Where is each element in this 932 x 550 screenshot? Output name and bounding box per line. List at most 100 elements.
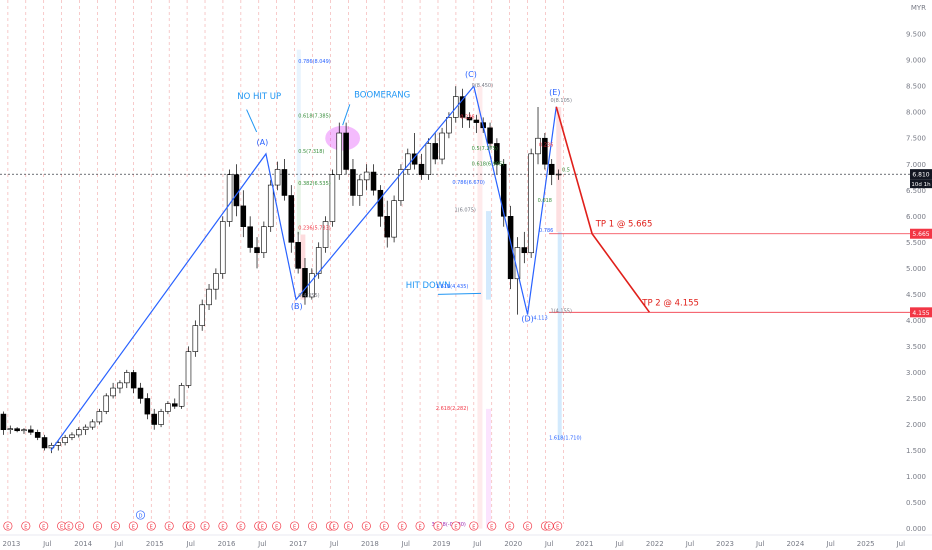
candle: [528, 148, 534, 258]
earnings-marker-label: E: [436, 524, 439, 530]
time-tick: Jul: [42, 540, 52, 548]
candle-body: [41, 437, 48, 449]
candle: [494, 138, 500, 175]
candle: [219, 216, 226, 279]
fib-label: 1.618(1.710): [549, 436, 582, 442]
time-tick: Jul: [401, 540, 411, 548]
candle-body: [28, 429, 34, 433]
candle-body: [0, 413, 7, 431]
last-price-badge: [910, 169, 932, 180]
candle: [96, 408, 103, 425]
candle-body: [535, 137, 541, 155]
price-tick: 1.000: [906, 473, 926, 481]
candle: [21, 428, 27, 434]
earnings-marker-label: E: [221, 524, 224, 530]
fib-band-green: [296, 179, 301, 235]
candle-body: [103, 395, 109, 412]
fib-label: 0.5: [562, 168, 570, 174]
candle: [199, 299, 205, 331]
fib-label: 0.618: [538, 198, 552, 204]
price-tick: 4.000: [906, 317, 926, 325]
earnings-marker-label: E: [132, 524, 135, 530]
candle-body: [213, 273, 219, 290]
earnings-marker-label: E: [454, 524, 457, 530]
time-tick: Jul: [185, 540, 195, 548]
price-tick: 9.000: [906, 57, 926, 65]
fib-label: 0.618(6.995): [472, 161, 505, 167]
candle-body: [459, 96, 466, 118]
wave-label: (E): [549, 88, 560, 97]
time-axis[interactable]: 2013 Jul 2014 Jul 2015 Jul 2016 Jul 2017 Jul 2018 J…: [0, 534, 932, 548]
annotation-label: NO HIT UP: [237, 92, 281, 102]
earnings-marker-label: E: [332, 524, 335, 530]
currency-label: MYR: [911, 4, 926, 12]
candle: [172, 398, 178, 409]
candle-body: [62, 437, 68, 444]
candle: [117, 380, 123, 394]
candle-body: [329, 174, 336, 222]
candle-body: [473, 119, 480, 123]
price-tick: 4.500: [906, 291, 926, 299]
earnings-marker-label: E: [189, 524, 192, 530]
earnings-marker: [75, 521, 85, 531]
earnings-marker: [469, 521, 479, 531]
fib-band-blue: [486, 211, 492, 300]
price-axis[interactable]: 9.500 9.000 8.500 8.000 7.500 7.000 6.500 6.000…: [906, 31, 932, 533]
interval-badge: [910, 179, 932, 189]
fib-label: 2.618(2.282): [436, 406, 469, 412]
candle-body: [446, 117, 452, 134]
candle: [14, 427, 20, 433]
candles[interactable]: [0, 86, 562, 454]
time-tick: 2014: [74, 540, 92, 548]
time-tick: Jul: [472, 540, 482, 548]
earnings-marker: [186, 521, 196, 531]
earnings-marker: [379, 521, 389, 531]
annotation-arrow: [246, 109, 258, 133]
earnings-marker: [505, 521, 515, 531]
time-tick: 2020: [504, 540, 522, 548]
price-label-badge: [910, 307, 932, 318]
earnings-marker: [236, 521, 246, 531]
earnings-marker: [218, 521, 228, 531]
fib-band-blue: [296, 49, 301, 180]
candle: [240, 190, 247, 238]
price-label-value: 5.665: [912, 231, 929, 238]
time-tick: 2018: [361, 540, 379, 548]
price-tick: 1.500: [906, 447, 926, 455]
candle-body: [254, 247, 260, 254]
earnings-marker-label: E: [203, 524, 206, 530]
price-tick: 6.000: [906, 213, 926, 221]
earnings-marker: [290, 521, 300, 531]
earnings-marker: [21, 521, 31, 531]
wave-pattern[interactable]: [50, 84, 651, 451]
candle: [535, 106, 541, 165]
time-tick: 2024: [786, 540, 804, 548]
price-tick: 5.000: [906, 265, 926, 273]
candle-body: [439, 132, 445, 160]
candle: [336, 122, 343, 180]
earnings-marker: [553, 521, 563, 531]
candle-body: [130, 372, 137, 389]
candle: [192, 320, 199, 357]
candle-body: [192, 325, 199, 352]
candle-body: [521, 247, 528, 254]
candle-body: [274, 169, 281, 186]
earnings-marker-label: E: [472, 524, 475, 530]
candle: [274, 161, 281, 191]
candle: [247, 216, 253, 253]
time-tick: 2021: [576, 540, 594, 548]
earnings-marker-label: E: [347, 524, 350, 530]
candle-body: [137, 387, 144, 399]
time-tick: Jul: [544, 540, 554, 548]
time-tick: Jul: [257, 540, 267, 548]
earnings-marker: [307, 521, 318, 531]
candle: [542, 133, 548, 170]
earnings-marker-label: E: [401, 524, 404, 530]
candle: [507, 205, 514, 290]
candle: [343, 122, 349, 175]
candle: [309, 268, 315, 300]
fib-label: 0.236: [539, 143, 553, 149]
earnings-marker: [164, 521, 174, 531]
candle-body: [117, 382, 123, 389]
